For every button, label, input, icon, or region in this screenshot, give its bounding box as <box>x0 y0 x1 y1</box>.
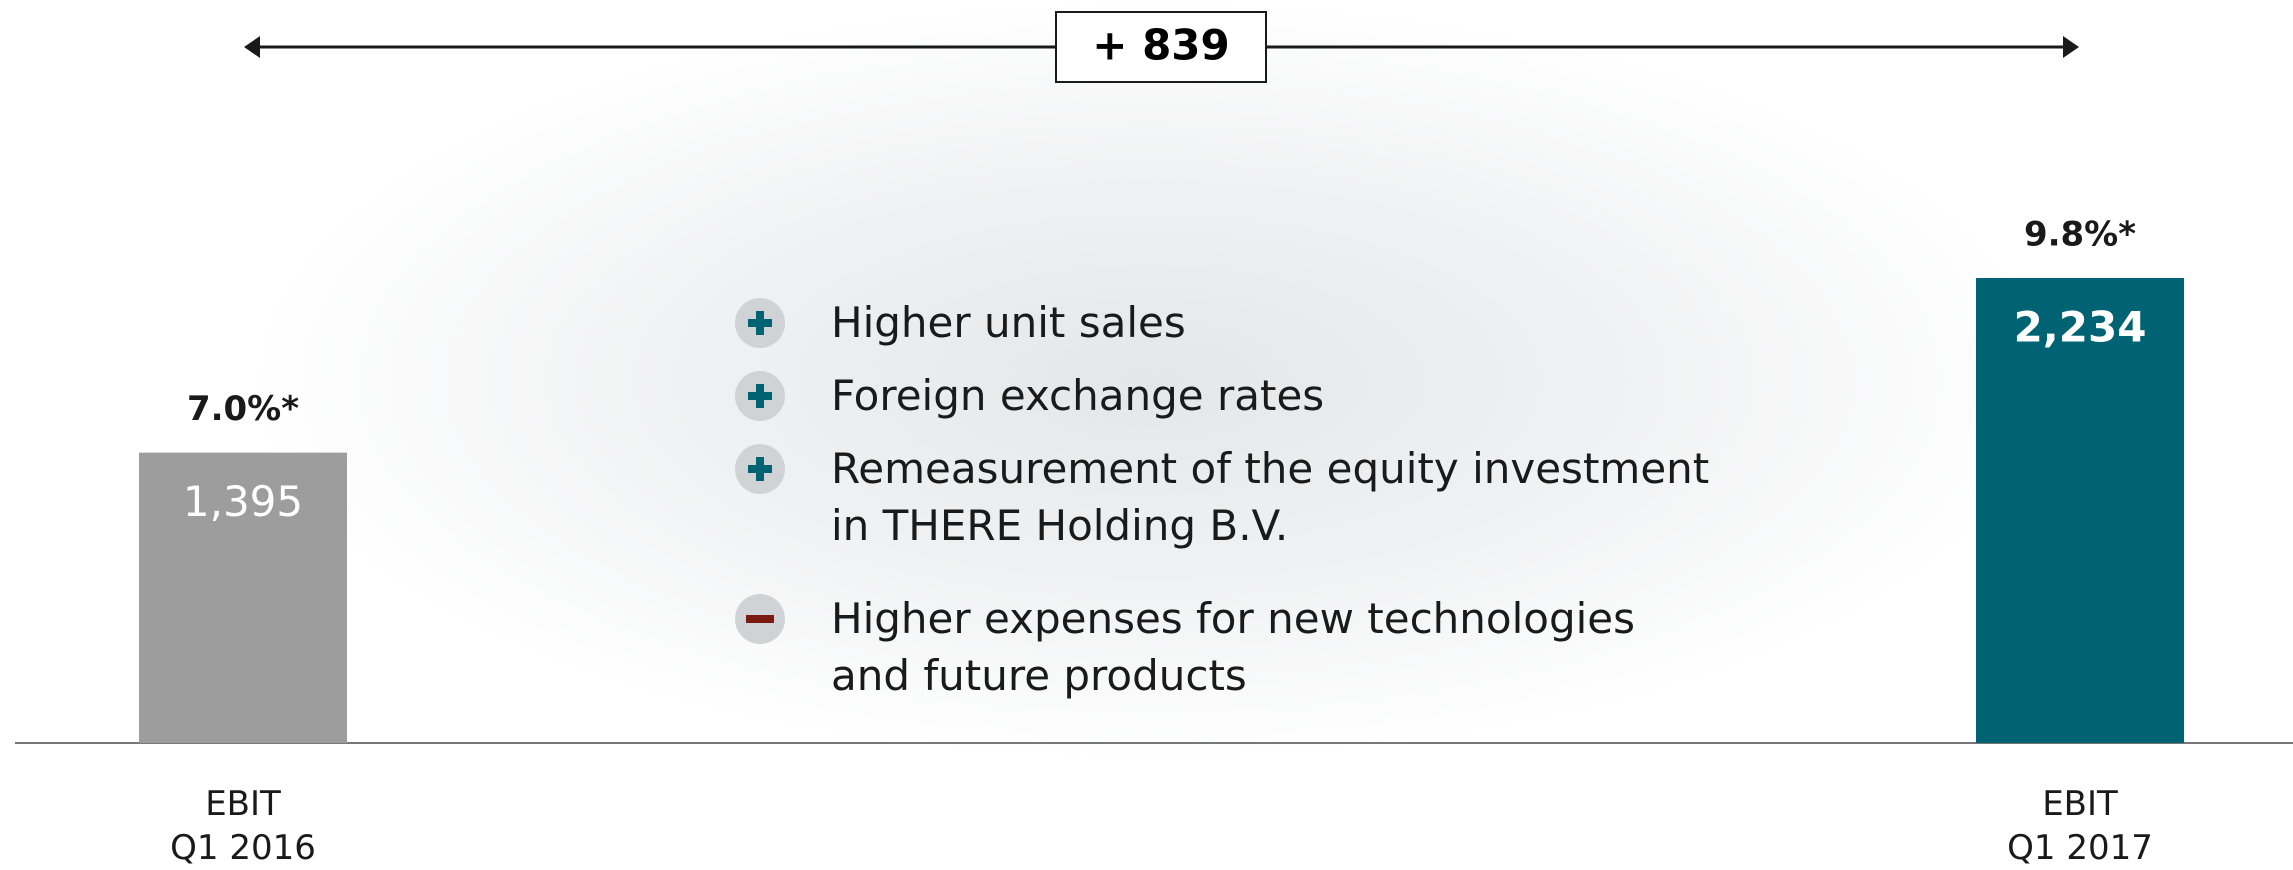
factor-text: Higher unit sales <box>831 298 1186 347</box>
bar <box>139 452 347 743</box>
value-label: 1,395 <box>183 477 303 526</box>
factor-text: Remeasurement of the equity investment i… <box>831 444 1710 550</box>
factor-text: Higher expenses for new technologies and… <box>831 594 1636 700</box>
category-label: EBIT Q1 2016 <box>170 784 316 868</box>
change-label: + 839 <box>1092 21 1229 70</box>
factor-icon <box>735 298 785 348</box>
factor-text: Foreign exchange rates <box>831 371 1325 420</box>
arrow-head-left <box>244 36 260 58</box>
change-box <box>1055 11 1267 83</box>
factor-icon <box>735 444 785 494</box>
bar <box>1976 278 2184 743</box>
margin-label: 7.0%* <box>187 389 299 429</box>
category-label: EBIT Q1 2017 <box>2007 784 2153 868</box>
arrow-head-right <box>2063 36 2079 58</box>
factor-icon <box>735 371 785 421</box>
margin-label: 9.8%* <box>2024 215 2136 255</box>
value-label: 2,234 <box>2014 303 2147 352</box>
factor-icon <box>735 594 785 644</box>
